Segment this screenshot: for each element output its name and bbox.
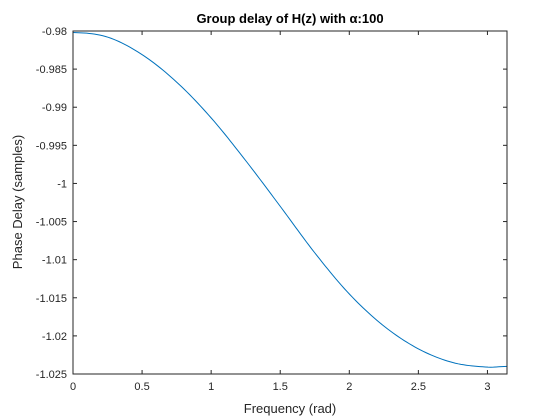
- y-tick-label: -1.01: [42, 255, 67, 267]
- y-tick-label: -1.025: [36, 369, 67, 381]
- series-group: [72, 32, 508, 368]
- y-tick-label: -0.995: [36, 140, 67, 152]
- x-tick-label: 1: [208, 381, 214, 393]
- y-tick-label: -0.985: [36, 64, 67, 76]
- y-axis-label: Phase Delay (samples): [10, 135, 25, 269]
- chart-title: Group delay of H(z) with α:100: [196, 11, 383, 26]
- y-tick-label: -1.02: [42, 331, 67, 343]
- y-tick-label: -0.98: [42, 26, 67, 38]
- ticks: 0 0.5 1 1.5 2 2.5 3 -0.98 -0.985 -0.99 -0.995 -1 -1.…: [36, 26, 507, 393]
- x-tick-label: 1.5: [273, 381, 288, 393]
- plot-area: [73, 31, 507, 374]
- y-tick-label: -1.015: [36, 293, 67, 305]
- x-tick-label: 0: [70, 381, 76, 393]
- x-axis-label: Frequency (rad): [244, 401, 336, 416]
- x-tick-label: 3: [484, 381, 490, 393]
- series-line: [72, 32, 508, 368]
- x-tick-label: 2: [346, 381, 352, 393]
- y-tick-label: -0.99: [42, 102, 67, 114]
- axes-box: [72, 30, 508, 375]
- y-tick-label: -1.005: [36, 217, 67, 229]
- x-tick-label: 0.5: [134, 381, 149, 393]
- y-tick-label: -1: [57, 178, 67, 190]
- x-tick-label: 2.5: [411, 381, 426, 393]
